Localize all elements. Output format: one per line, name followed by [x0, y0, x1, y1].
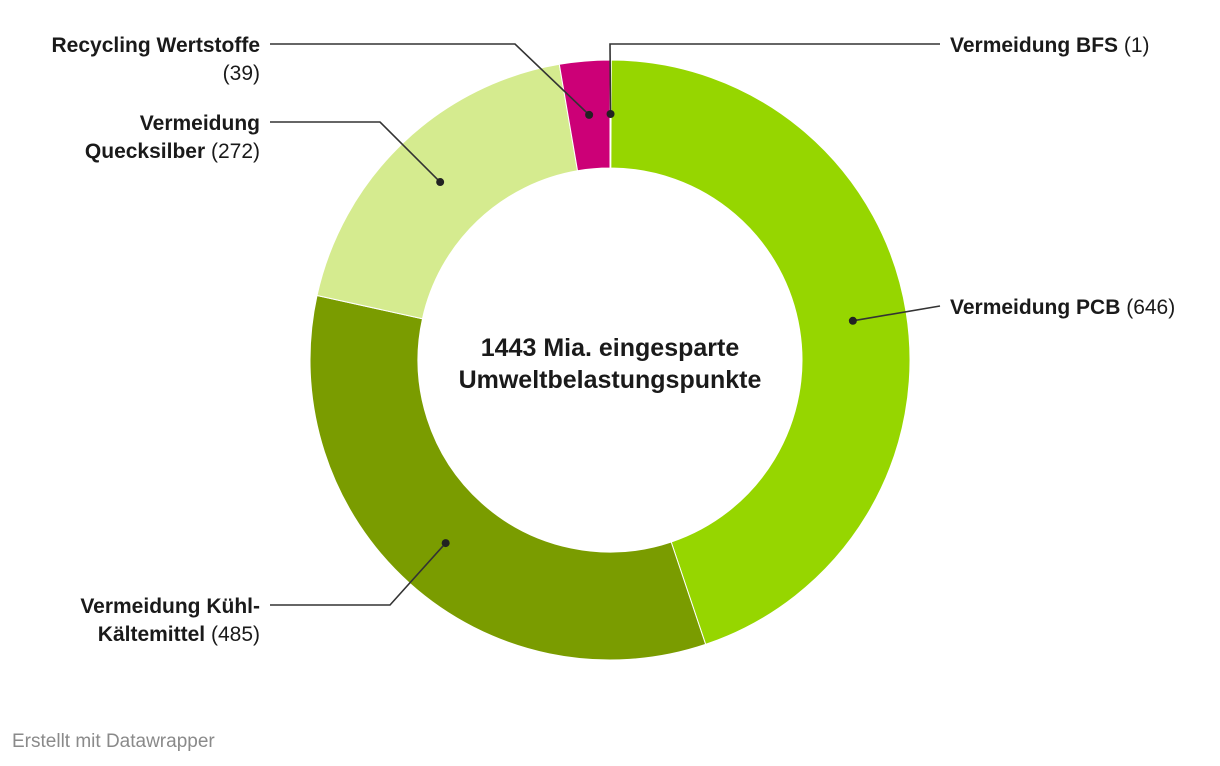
slice-kuehl	[309, 294, 707, 661]
slice-label-bfs: Vermeidung BFS (1)	[950, 34, 1150, 57]
slice-label-recycling: Recycling Wertstoffe (39)	[52, 34, 261, 85]
leader-line-recycling	[270, 43, 590, 116]
center-total-text: 1443 Mia. eingesparte Umweltbelastungspun…	[459, 334, 762, 394]
label-leaders	[270, 43, 941, 606]
slice-hg	[316, 63, 579, 320]
slice-recycling	[558, 59, 611, 172]
slice-label-pcb: Vermeidung PCB (646)	[950, 296, 1175, 319]
leader-dot-hg	[436, 178, 445, 187]
leader-dot-kuehl	[441, 539, 450, 548]
leader-dot-pcb	[848, 316, 857, 325]
leader-line-hg	[270, 121, 441, 183]
leader-line-pcb	[852, 305, 941, 322]
leader-line-bfs	[609, 43, 940, 115]
center-text-line: 1443 Mia. eingesparte	[481, 334, 740, 362]
slice-pcb	[610, 59, 911, 645]
center-text-line: Umweltbelastungspunkte	[459, 366, 762, 394]
leader-line-kuehl	[270, 542, 447, 606]
slice-label-hg: Vermeidung Quecksilber (272)	[85, 112, 260, 163]
donut-slices	[309, 59, 911, 661]
slice-label-kuehl: Vermeidung Kühl-Kältemittel (485)	[80, 595, 260, 646]
leader-dot-recycling	[585, 110, 594, 119]
leader-dot-bfs	[606, 110, 615, 119]
datawrapper-credit: Erstellt mit Datawrapper	[12, 731, 215, 752]
slice-labels: Vermeidung BFS (1) Vermeidung PCB (646) Ve…	[52, 34, 1176, 646]
